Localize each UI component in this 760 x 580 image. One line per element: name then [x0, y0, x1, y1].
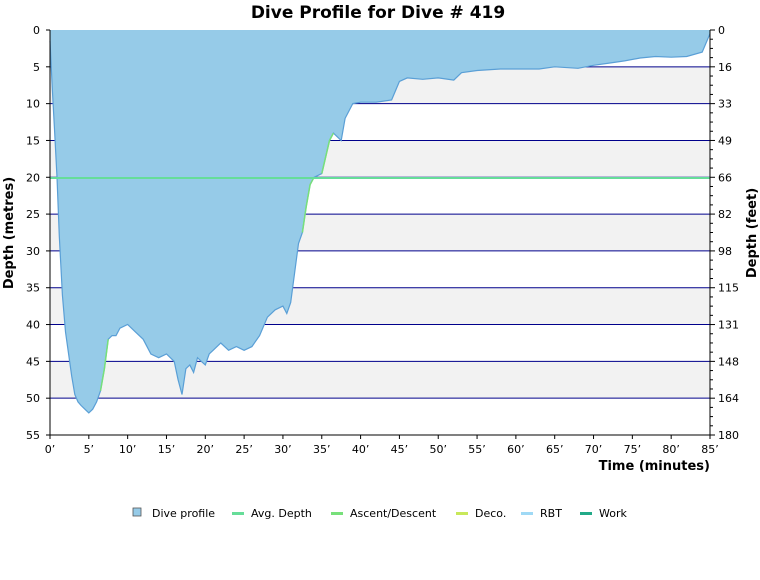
legend-swatch — [331, 512, 343, 515]
legend-label: Deco. — [475, 507, 506, 520]
y-tick-label: 50 — [26, 392, 40, 405]
y-right-tick-label: 49 — [718, 134, 732, 147]
y-axis-ticks-right: 0 16 33 49 66 82 98 115 131 148 164 180 — [710, 24, 739, 442]
y-right-tick-label: 82 — [718, 208, 732, 221]
legend-label: Work — [599, 507, 627, 520]
x-tick-label: 80’ — [662, 443, 680, 456]
y-right-tick-label: 131 — [718, 319, 739, 332]
dive-profile-line — [49, 33, 711, 414]
dive-profile-area — [49, 30, 711, 414]
x-tick-label: 40’ — [352, 443, 370, 456]
chart-title: Dive Profile for Dive # 419 — [251, 3, 505, 23]
y-tick-label: 30 — [26, 245, 40, 258]
x-axis-ticks: 0’ 5’ 10’ 15’ 20’ 25’ 30’ 35’ 40’ 45’ 50’ 55’ 60’ 65’… — [45, 435, 719, 456]
y-tick-label: 15 — [26, 134, 40, 147]
legend-label: Dive profile — [152, 507, 215, 520]
legend-swatch — [232, 512, 244, 515]
y-tick-label: 25 — [26, 208, 40, 221]
y-right-tick-label: 98 — [718, 245, 732, 258]
y-right-tick-label: 164 — [718, 392, 739, 405]
x-tick-label: 45’ — [391, 443, 409, 456]
legend-swatch — [521, 512, 533, 515]
ascent-descent-segment — [301, 176, 315, 233]
x-tick-label: 85’ — [701, 443, 719, 456]
y-right-tick-label: 33 — [718, 98, 732, 111]
y-tick-label: 55 — [26, 429, 40, 442]
grid-band — [50, 361, 710, 399]
x-tick-label: 15’ — [158, 443, 176, 456]
y-right-tick-label: 115 — [718, 282, 739, 295]
x-tick-label: 50’ — [429, 443, 447, 456]
y-axis-label-left: Depth (metres) — [2, 177, 17, 289]
legend-label: Avg. Depth — [251, 507, 312, 520]
y-tick-label: 35 — [26, 282, 40, 295]
y-tick-label: 10 — [26, 98, 40, 111]
y-tick-label: 5 — [33, 61, 40, 74]
x-tick-label: 0’ — [45, 443, 56, 456]
legend-swatch — [580, 512, 592, 515]
legend: Dive profile Avg. Depth Ascent/Descent Deco… — [132, 507, 627, 520]
x-tick-label: 70’ — [585, 443, 603, 456]
y-right-tick-label: 16 — [718, 61, 732, 74]
x-tick-label: 75’ — [624, 443, 642, 456]
y-axis-label-right: Depth (feet) — [745, 188, 760, 278]
legend-swatch — [132, 507, 142, 517]
x-tick-label: 35’ — [313, 443, 331, 456]
x-tick-label: 55’ — [468, 443, 486, 456]
y-right-tick-label: 148 — [718, 355, 739, 368]
y-right-tick-label: 66 — [718, 171, 732, 184]
x-tick-label: 30’ — [274, 443, 292, 456]
x-tick-label: 25’ — [235, 443, 253, 456]
x-tick-label: 5’ — [84, 443, 95, 456]
y-axis-ticks-left: 0 5 10 15 20 25 30 35 40 45 50 55 — [26, 24, 50, 442]
y-tick-label: 0 — [33, 24, 40, 37]
y-tick-label: 45 — [26, 355, 40, 368]
legend-label: RBT — [540, 507, 562, 520]
y-right-tick-label: 180 — [718, 429, 739, 442]
y-right-tick-label: 0 — [718, 24, 725, 37]
x-tick-label: 10’ — [119, 443, 137, 456]
y-tick-label: 40 — [26, 319, 40, 332]
ascent-descent-segment — [321, 132, 335, 174]
y-tick-label: 20 — [26, 171, 40, 184]
legend-swatch — [456, 512, 468, 515]
legend-label: Ascent/Descent — [350, 507, 437, 520]
x-tick-label: 60’ — [507, 443, 525, 456]
x-tick-label: 65’ — [546, 443, 564, 456]
x-tick-label: 20’ — [197, 443, 215, 456]
dive-profile-fill — [50, 30, 710, 413]
x-axis-label: Time (minutes) — [599, 459, 710, 474]
ascent-descent-segment — [99, 339, 109, 391]
